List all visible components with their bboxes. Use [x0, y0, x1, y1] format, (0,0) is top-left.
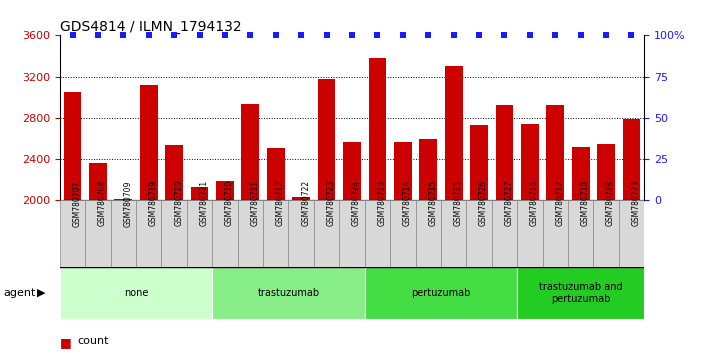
Text: ▶: ▶	[37, 288, 45, 298]
Text: GSM780707: GSM780707	[73, 180, 82, 227]
Text: agent: agent	[4, 288, 36, 298]
Bar	[470, 125, 488, 200]
Bar	[85, 200, 111, 267]
Text: GSM780727: GSM780727	[505, 180, 513, 227]
Text: GSM780718: GSM780718	[581, 180, 590, 227]
Text: GSM780721: GSM780721	[199, 180, 208, 227]
Text: GSM780726: GSM780726	[479, 180, 488, 227]
Bar	[593, 200, 619, 267]
Bar	[517, 200, 543, 267]
Bar	[161, 200, 187, 267]
Bar	[115, 199, 132, 200]
Text: GSM780725: GSM780725	[453, 180, 463, 227]
Text: GSM780728: GSM780728	[606, 180, 615, 227]
Text: none: none	[124, 288, 149, 298]
Text: GSM780717: GSM780717	[555, 180, 564, 227]
Bar	[241, 104, 259, 200]
Bar	[111, 200, 136, 267]
Bar	[136, 200, 161, 267]
Text: GSM780713: GSM780713	[377, 180, 386, 227]
Bar	[597, 144, 615, 200]
Text: GSM780714: GSM780714	[403, 180, 412, 227]
Bar	[496, 105, 513, 200]
Bar	[441, 200, 466, 267]
Bar	[491, 200, 517, 267]
Bar	[216, 182, 234, 200]
Text: GSM780709: GSM780709	[123, 180, 132, 227]
Text: GSM780710: GSM780710	[225, 180, 234, 227]
Bar	[390, 200, 415, 267]
Bar	[568, 200, 593, 267]
Text: GSM780724: GSM780724	[352, 180, 361, 227]
Bar	[517, 267, 644, 319]
Bar	[292, 197, 310, 200]
Bar	[60, 267, 213, 319]
Bar	[238, 200, 263, 267]
Text: GSM780711: GSM780711	[251, 180, 259, 227]
Bar	[60, 200, 85, 267]
Bar	[267, 148, 284, 200]
Text: trastuzumab and
pertuzumab: trastuzumab and pertuzumab	[539, 282, 622, 304]
Bar	[521, 124, 539, 200]
Text: GSM780715: GSM780715	[428, 180, 437, 227]
Bar	[415, 200, 441, 267]
Bar	[343, 142, 361, 200]
Text: GDS4814 / ILMN_1794132: GDS4814 / ILMN_1794132	[60, 21, 241, 34]
Text: GSM780719: GSM780719	[149, 180, 158, 227]
Text: pertuzumab: pertuzumab	[411, 288, 470, 298]
Bar	[466, 200, 491, 267]
Text: GSM780729: GSM780729	[631, 180, 641, 227]
Bar	[289, 200, 314, 267]
Bar	[339, 200, 365, 267]
Bar	[213, 200, 238, 267]
Text: count: count	[77, 336, 109, 346]
Bar	[622, 119, 641, 200]
Bar	[368, 58, 386, 200]
Text: GSM780723: GSM780723	[327, 180, 336, 227]
Bar	[263, 200, 289, 267]
Bar	[140, 85, 158, 200]
Text: GSM780720: GSM780720	[174, 180, 183, 227]
Bar	[420, 139, 437, 200]
Bar	[365, 200, 390, 267]
Bar	[89, 163, 107, 200]
Text: GSM780712: GSM780712	[276, 180, 285, 227]
Text: trastuzumab: trastuzumab	[258, 288, 320, 298]
Bar	[394, 142, 412, 200]
Text: GSM780708: GSM780708	[98, 180, 107, 227]
Bar	[187, 200, 213, 267]
Text: GSM780722: GSM780722	[301, 180, 310, 227]
Text: GSM780716: GSM780716	[530, 180, 539, 227]
Bar	[213, 267, 365, 319]
Bar	[543, 200, 568, 267]
Bar	[191, 187, 208, 200]
Bar	[314, 200, 339, 267]
Bar	[619, 200, 644, 267]
Bar	[445, 66, 463, 200]
Bar	[365, 267, 517, 319]
Bar	[546, 105, 564, 200]
Text: ■: ■	[60, 336, 72, 349]
Bar	[318, 79, 336, 200]
Bar	[572, 147, 589, 200]
Bar	[165, 145, 183, 200]
Bar	[63, 92, 82, 200]
